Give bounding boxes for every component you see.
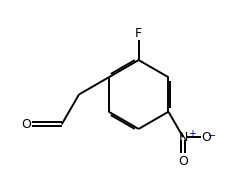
Text: $\mathregular{+}$: $\mathregular{+}$	[188, 128, 197, 139]
Text: O: O	[178, 155, 188, 168]
Text: O: O	[202, 131, 212, 144]
Text: $\mathregular{-}$: $\mathregular{-}$	[207, 129, 216, 139]
Text: N: N	[178, 131, 188, 144]
Text: O: O	[21, 118, 31, 131]
Text: F: F	[135, 27, 142, 40]
